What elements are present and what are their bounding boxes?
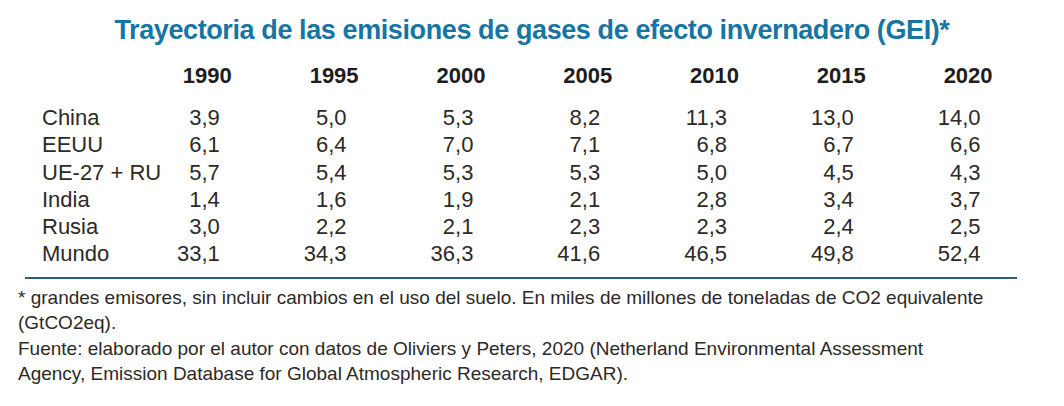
cell-eeuu-1995: 6,4	[232, 131, 359, 158]
column-header-2010: 2010	[612, 63, 739, 104]
cell-india-1990: 1,4	[105, 186, 232, 213]
source-note-line-1: Fuente: elaborado por el autor con datos…	[18, 336, 1064, 362]
column-header-2015: 2015	[739, 63, 866, 104]
cell-eeuu-2000: 7,0	[359, 131, 486, 158]
cell-eeuu-1990: 6,1	[105, 131, 232, 158]
row-label-rusia: Rusia	[25, 213, 105, 240]
cell-ue27-1995: 5,4	[232, 159, 359, 186]
cell-india-2020: 3,7	[866, 186, 993, 213]
cell-china-1990: 3,9	[105, 104, 232, 131]
cell-eeuu-2020: 6,6	[866, 131, 993, 158]
cell-ue27-2015: 4,5	[739, 159, 866, 186]
cell-eeuu-2005: 7,1	[485, 131, 612, 158]
cell-mundo-2015: 49,8	[739, 240, 866, 267]
cell-mundo-1995: 34,3	[232, 240, 359, 267]
cell-china-1995: 5,0	[232, 104, 359, 131]
cell-china-2015: 13,0	[739, 104, 866, 131]
cell-india-2010: 2,8	[612, 186, 739, 213]
column-header-1990: 1990	[105, 63, 232, 104]
cell-india-1995: 1,6	[232, 186, 359, 213]
cell-eeuu-2015: 6,7	[739, 131, 866, 158]
source-note-line-2: Agency, Emission Database for Global Atm…	[18, 361, 1064, 387]
emissions-table: 1990 1995 2000 2005 2010 2015 2020 China…	[25, 63, 1064, 268]
footnotes: * grandes emisores, sin incluir cambios …	[18, 285, 1064, 387]
column-header-2005: 2005	[485, 63, 612, 104]
row-label-eeuu: EEUU	[25, 131, 105, 158]
cell-eeuu-2010: 6,8	[612, 131, 739, 158]
cell-mundo-2010: 46,5	[612, 240, 739, 267]
cell-ue27-2000: 5,3	[359, 159, 486, 186]
cell-china-2000: 5,3	[359, 104, 486, 131]
cell-rusia-2015: 2,4	[739, 213, 866, 240]
cell-china-2020: 14,0	[866, 104, 993, 131]
cell-mundo-2000: 36,3	[359, 240, 486, 267]
footer-divider-rule	[25, 277, 1017, 279]
cell-india-2015: 3,4	[739, 186, 866, 213]
cell-rusia-1990: 3,0	[105, 213, 232, 240]
column-header-2020: 2020	[866, 63, 993, 104]
cell-india-2000: 1,9	[359, 186, 486, 213]
cell-rusia-2010: 2,3	[612, 213, 739, 240]
table-corner-cell	[25, 63, 105, 104]
cell-ue27-1990: 5,7	[105, 159, 232, 186]
figure-emissions-table: Trayectoria de las emisiones de gases de…	[0, 0, 1064, 406]
cell-rusia-2020: 2,5	[866, 213, 993, 240]
row-label-mundo: Mundo	[25, 240, 105, 267]
cell-rusia-2000: 2,1	[359, 213, 486, 240]
figure-title: Trayectoria de las emisiones de gases de…	[0, 0, 1064, 46]
cell-rusia-2005: 2,3	[485, 213, 612, 240]
column-header-2000: 2000	[359, 63, 486, 104]
cell-ue27-2020: 4,3	[866, 159, 993, 186]
row-label-ue27-ru: UE-27 + RU	[25, 159, 105, 186]
cell-rusia-1995: 2,2	[232, 213, 359, 240]
cell-mundo-2020: 52,4	[866, 240, 993, 267]
column-header-1995: 1995	[232, 63, 359, 104]
cell-india-2005: 2,1	[485, 186, 612, 213]
cell-china-2005: 8,2	[485, 104, 612, 131]
row-label-china: China	[25, 104, 105, 131]
asterisk-note-line-1: * grandes emisores, sin incluir cambios …	[18, 285, 1064, 311]
cell-china-2010: 11,3	[612, 104, 739, 131]
cell-ue27-2005: 5,3	[485, 159, 612, 186]
cell-ue27-2010: 5,0	[612, 159, 739, 186]
cell-mundo-2005: 41,6	[485, 240, 612, 267]
cell-mundo-1990: 33,1	[105, 240, 232, 267]
asterisk-note-line-2: (GtCO2eq).	[18, 310, 1064, 336]
row-label-india: India	[25, 186, 105, 213]
